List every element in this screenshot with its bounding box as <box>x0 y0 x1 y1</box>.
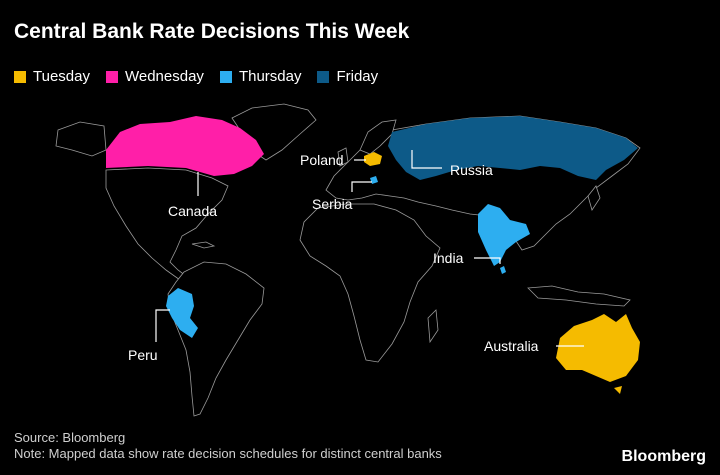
country-peru <box>166 288 198 338</box>
note-text: Note: Mapped data show rate decision sch… <box>14 446 442 461</box>
country-sri-lanka <box>500 266 506 274</box>
legend-item-friday: Friday <box>317 68 378 85</box>
land-africa <box>299 203 441 363</box>
country-russia <box>388 116 638 180</box>
land-scandinavia <box>359 119 397 155</box>
label-australia: Australia <box>484 338 539 354</box>
world-map: Canada Poland Serbia Russia India Peru A… <box>55 103 641 417</box>
leader-line-serbia <box>351 181 372 192</box>
legend: Tuesday Wednesday Thursday Friday <box>14 68 394 85</box>
leader-line-peru <box>155 309 170 342</box>
land-madagascar <box>427 309 439 344</box>
land-uk <box>337 147 349 167</box>
label-canada: Canada <box>168 203 217 219</box>
label-india: India <box>433 250 464 266</box>
legend-label-wednesday: Wednesday <box>124 68 204 85</box>
map-title: Central Bank Rate Decisions This Week <box>14 20 410 43</box>
land-caribbean <box>191 241 216 249</box>
legend-swatch-friday <box>317 70 330 83</box>
legend-swatch-thursday <box>219 70 232 83</box>
legend-item-tuesday: Tuesday <box>14 68 90 85</box>
legend-item-wednesday: Wednesday <box>105 68 204 85</box>
country-tasmania <box>614 386 622 394</box>
land-alaska <box>55 121 107 157</box>
legend-swatch-wednesday <box>105 70 118 83</box>
legend-label-friday: Friday <box>336 68 379 85</box>
land-indonesia <box>527 285 631 307</box>
country-canada <box>106 116 264 176</box>
label-poland: Poland <box>300 152 344 168</box>
land-japan <box>587 185 601 211</box>
source-text: Source: Bloomberg <box>14 430 126 445</box>
legend-label-thursday: Thursday <box>238 68 302 85</box>
legend-swatch-tuesday <box>14 70 26 83</box>
leader-line-india <box>474 257 501 264</box>
bloomberg-logo: Bloomberg <box>621 448 706 465</box>
land-south-america <box>167 261 265 417</box>
country-india <box>478 204 530 266</box>
legend-label-tuesday: Tuesday <box>33 68 90 85</box>
country-australia <box>556 314 640 382</box>
legend-item-thursday: Thursday <box>219 68 302 85</box>
footer-notes: Source: Bloomberg Note: Mapped data show… <box>14 430 442 462</box>
label-peru: Peru <box>128 347 158 363</box>
label-serbia: Serbia <box>312 196 353 212</box>
country-poland <box>364 152 382 166</box>
label-russia: Russia <box>450 162 493 178</box>
leader-line-russia <box>411 150 442 169</box>
